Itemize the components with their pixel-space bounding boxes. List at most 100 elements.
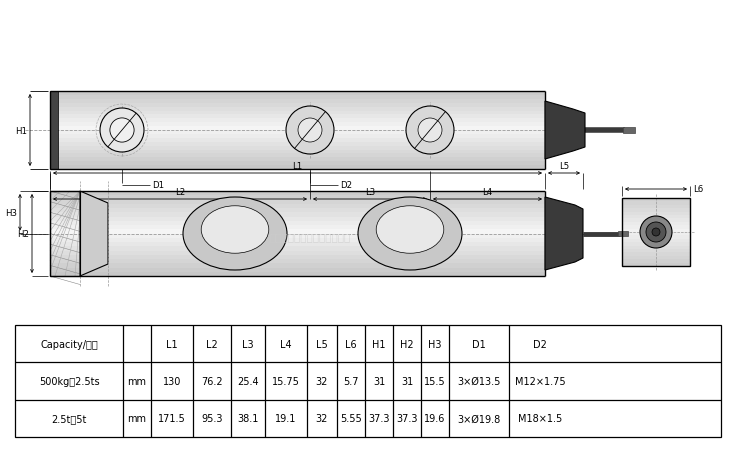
Bar [622,256,690,260]
Text: 31: 31 [373,376,385,386]
Circle shape [110,119,134,143]
Polygon shape [80,192,108,276]
Bar [50,92,58,170]
Bar [50,119,545,123]
Text: 15.75: 15.75 [272,376,300,386]
Circle shape [100,109,144,152]
Circle shape [298,119,322,143]
Bar [50,208,545,213]
Bar [622,235,690,239]
Ellipse shape [358,198,462,271]
Bar [50,216,545,221]
Text: mm: mm [127,414,146,423]
Bar [15,325,721,437]
Bar [50,255,545,259]
Bar [622,222,690,226]
Text: 37.3: 37.3 [368,414,390,423]
Text: D1: D1 [472,339,486,349]
Bar [50,111,545,115]
Bar [50,91,545,96]
Circle shape [646,222,666,243]
Bar [622,245,690,249]
Bar [622,208,690,212]
Bar [50,150,545,154]
Text: M18×1.5: M18×1.5 [518,414,562,423]
Bar [50,103,545,107]
Text: L6: L6 [693,185,704,194]
Bar [622,229,690,232]
Bar [622,242,690,246]
Bar [50,242,545,247]
Text: 31: 31 [401,376,413,386]
Bar [50,130,545,134]
Bar [622,259,690,263]
Circle shape [652,229,660,236]
Ellipse shape [201,206,269,253]
Text: D2: D2 [533,339,547,349]
Bar [622,225,690,229]
Bar [50,157,545,162]
Text: L1: L1 [292,161,302,170]
Text: L2: L2 [206,339,218,349]
Bar [50,250,545,255]
Text: 5.7: 5.7 [343,376,358,386]
Bar [622,202,690,205]
Text: H2: H2 [17,230,29,239]
Bar [50,126,545,131]
Text: 32: 32 [316,414,328,423]
Bar [622,198,690,267]
Bar [622,205,690,209]
Text: 2.5t～5t: 2.5t～5t [52,414,87,423]
Text: 76.2: 76.2 [201,376,223,386]
Text: 95.3: 95.3 [201,414,223,423]
Text: 3×Ø13.5: 3×Ø13.5 [457,376,500,386]
Bar [50,122,545,127]
Text: 500kg～2.5ts: 500kg～2.5ts [39,376,99,386]
Bar [50,199,545,204]
Bar [50,267,545,272]
Bar [50,272,545,276]
Text: H1: H1 [15,126,27,135]
Bar [50,212,545,217]
Bar [50,95,545,100]
Bar [622,239,690,243]
Ellipse shape [376,206,444,253]
Text: M12×1.75: M12×1.75 [514,376,565,386]
Text: H3: H3 [428,339,442,349]
Text: L2: L2 [175,188,185,197]
Text: 38.1: 38.1 [237,414,258,423]
Text: 130: 130 [163,376,181,386]
Circle shape [286,107,334,155]
Bar [50,246,545,251]
Bar [50,165,545,170]
Text: L6: L6 [345,339,357,349]
Bar [50,229,545,234]
Circle shape [640,216,672,249]
Text: L5: L5 [316,339,328,349]
Bar [622,198,690,202]
Text: D2: D2 [340,181,352,190]
Bar [50,153,545,158]
Text: L3: L3 [242,339,254,349]
Bar [50,263,545,268]
Text: mm: mm [127,376,146,386]
Text: 广州众鲑自动化技术有限公司: 广州众鲑自动化技术有限公司 [269,231,350,241]
Bar [50,195,545,200]
Circle shape [418,119,442,143]
Text: Capacity/量程: Capacity/量程 [40,339,98,349]
Text: 25.4: 25.4 [237,376,259,386]
Bar [623,128,635,133]
Bar [622,249,690,253]
Text: 19.1: 19.1 [275,414,297,423]
Text: L3: L3 [365,188,375,197]
Bar [618,231,628,236]
Bar [50,221,545,226]
Bar [622,212,690,216]
Bar [50,238,545,243]
Text: H2: H2 [400,339,414,349]
Text: 37.3: 37.3 [396,414,418,423]
Text: D1: D1 [152,181,164,190]
Text: L4: L4 [280,339,291,349]
Bar [622,262,690,267]
Text: L5: L5 [559,161,569,170]
